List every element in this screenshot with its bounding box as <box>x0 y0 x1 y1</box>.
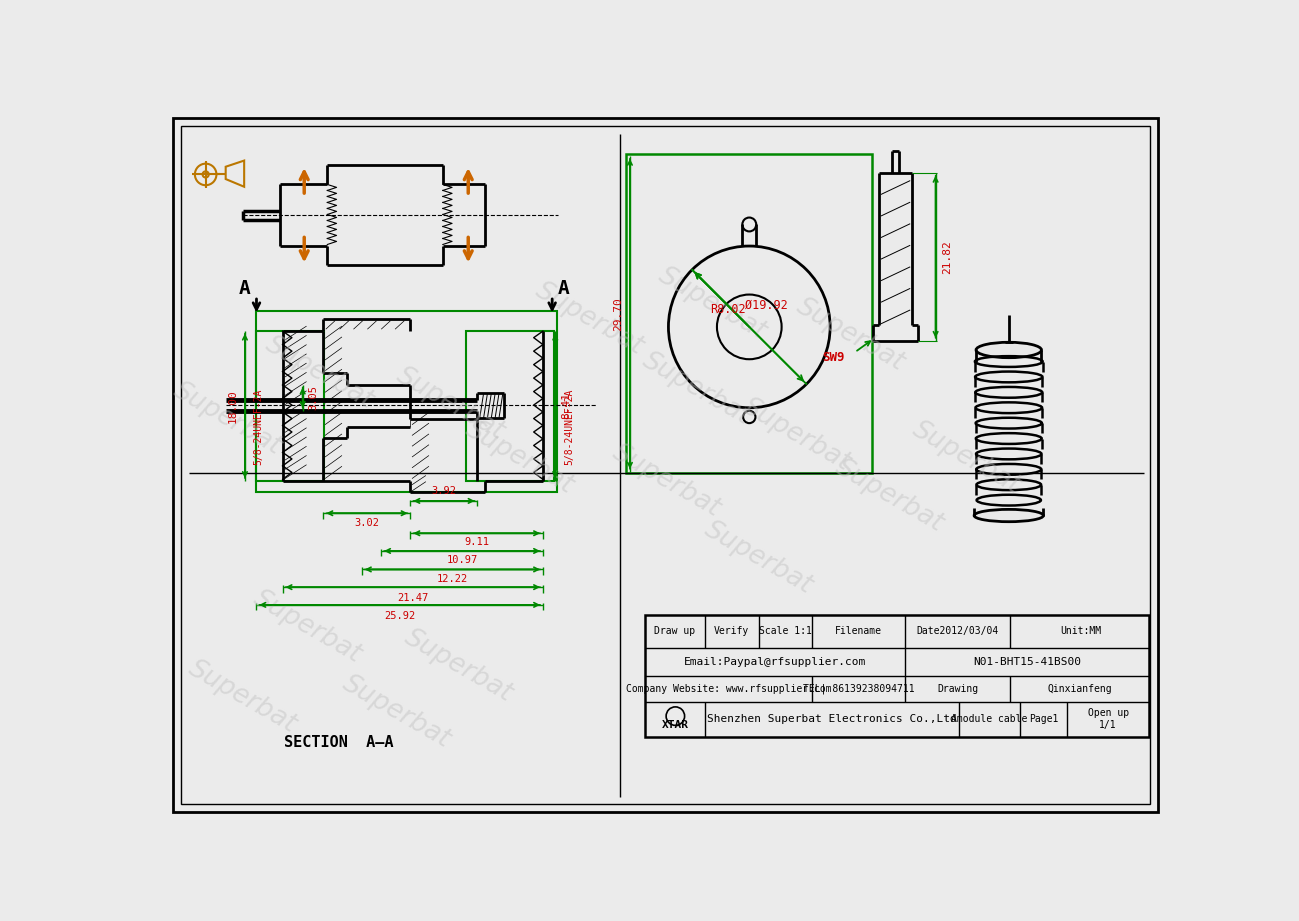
Text: N01-BHT15-41BS00: N01-BHT15-41BS00 <box>973 658 1081 667</box>
Text: Company Website: www.rfsupplier.com: Company Website: www.rfsupplier.com <box>626 684 831 694</box>
Text: Superbat: Superbat <box>530 278 648 361</box>
Text: Superbat: Superbat <box>261 332 378 414</box>
Text: 3.92: 3.92 <box>431 486 456 495</box>
Text: Date2012/03/04: Date2012/03/04 <box>917 626 999 636</box>
Text: Drawing: Drawing <box>938 684 978 694</box>
Text: Filename: Filename <box>835 626 882 636</box>
Bar <box>256 311 557 493</box>
Text: 12.22: 12.22 <box>436 574 468 584</box>
Text: Unit:MM: Unit:MM <box>1060 626 1102 636</box>
Text: Superbat: Superbat <box>908 416 1025 499</box>
Text: A: A <box>557 279 569 297</box>
Bar <box>626 154 873 473</box>
Text: 10.97: 10.97 <box>447 555 478 565</box>
Text: 5/8-24UNEF-2A: 5/8-24UNEF-2A <box>253 389 264 465</box>
Text: Qinxianfeng: Qinxianfeng <box>1047 684 1112 694</box>
Text: 21.82: 21.82 <box>942 240 952 274</box>
Text: Draw up: Draw up <box>653 626 695 636</box>
Text: Email:Paypal@rfsupplier.com: Email:Paypal@rfsupplier.com <box>683 658 866 667</box>
Text: 3.02: 3.02 <box>355 519 379 529</box>
Text: A: A <box>239 279 251 297</box>
Ellipse shape <box>976 343 1042 357</box>
Text: Superbat: Superbat <box>738 393 856 476</box>
Text: Superbat: Superbat <box>249 586 366 669</box>
Text: Superbat: Superbat <box>184 655 301 738</box>
Text: Superbat: Superbat <box>653 262 772 345</box>
Text: Open up
1/1: Open up 1/1 <box>1087 708 1129 730</box>
Text: Superbat: Superbat <box>830 455 948 538</box>
Text: Superbat: Superbat <box>169 378 286 460</box>
Text: R8.02: R8.02 <box>711 303 746 317</box>
Text: 29.70: 29.70 <box>613 297 624 331</box>
Text: Superbat: Superbat <box>461 416 578 499</box>
Text: Superbat: Superbat <box>608 439 725 522</box>
Bar <box>256 331 325 481</box>
Text: SECTION  A–A: SECTION A–A <box>284 735 394 751</box>
Text: 9.11: 9.11 <box>464 538 490 547</box>
Text: 5/8-24UNEF-2A: 5/8-24UNEF-2A <box>564 389 574 465</box>
Text: 25.92: 25.92 <box>385 612 416 622</box>
Text: Superbat: Superbat <box>638 347 756 430</box>
Text: 3.05: 3.05 <box>308 385 318 410</box>
Text: Superbat: Superbat <box>792 293 909 376</box>
Text: 21.47: 21.47 <box>397 593 429 603</box>
Text: 8.41: 8.41 <box>561 392 572 419</box>
Bar <box>644 615 1148 737</box>
Text: SW9: SW9 <box>822 351 846 364</box>
Bar <box>466 331 555 481</box>
Text: Amodule cable: Amodule cable <box>951 714 1028 724</box>
Text: 18.00: 18.00 <box>227 389 238 423</box>
Text: Superbat: Superbat <box>392 363 509 446</box>
Text: Verify: Verify <box>714 626 750 636</box>
Text: Page1: Page1 <box>1029 714 1059 724</box>
Text: Ø19.92: Ø19.92 <box>744 298 787 312</box>
Text: Shenzhen Superbat Electronics Co.,Ltd: Shenzhen Superbat Electronics Co.,Ltd <box>707 714 956 724</box>
Text: Superbat: Superbat <box>700 517 817 600</box>
Text: XTAR: XTAR <box>662 720 688 730</box>
Text: Scale 1:1: Scale 1:1 <box>759 626 812 636</box>
Text: Superbat: Superbat <box>338 670 456 753</box>
Ellipse shape <box>974 509 1043 521</box>
Text: TEL| 86139238094711: TEL| 86139238094711 <box>803 684 914 694</box>
Text: Superbat: Superbat <box>400 624 517 707</box>
